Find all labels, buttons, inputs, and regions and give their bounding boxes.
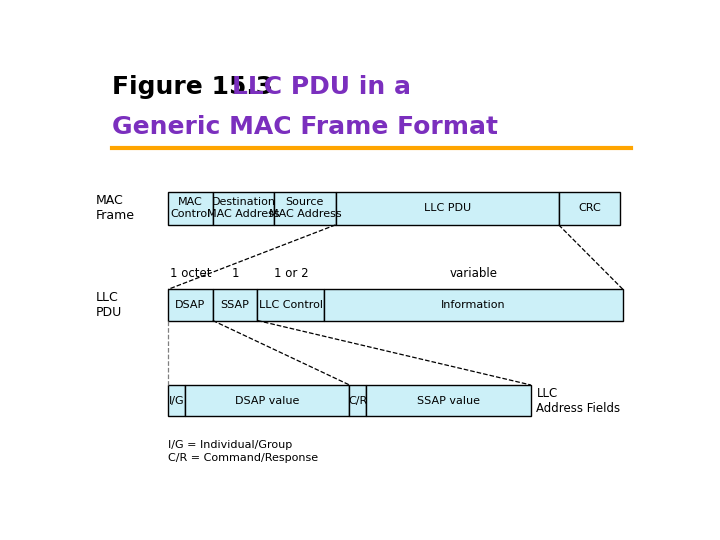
Bar xyxy=(324,289,623,321)
Text: 1: 1 xyxy=(231,267,239,280)
Text: Destination
MAC Address: Destination MAC Address xyxy=(207,198,280,219)
Text: 1 octet: 1 octet xyxy=(170,267,211,280)
Text: SSAP value: SSAP value xyxy=(417,396,480,406)
Text: MAC
Control: MAC Control xyxy=(171,198,210,219)
Text: Information: Information xyxy=(441,300,506,310)
Text: LLC
Address Fields: LLC Address Fields xyxy=(536,387,621,415)
Bar xyxy=(168,289,213,321)
Text: LLC
PDU: LLC PDU xyxy=(96,291,122,319)
Text: SSAP: SSAP xyxy=(220,300,250,310)
Text: 1 or 2: 1 or 2 xyxy=(274,267,308,280)
Bar xyxy=(336,192,559,225)
Text: I/G = Individual/Group: I/G = Individual/Group xyxy=(168,440,292,450)
Text: DSAP: DSAP xyxy=(175,300,206,310)
Bar xyxy=(213,192,274,225)
Text: LLC PDU: LLC PDU xyxy=(423,203,471,213)
Text: C/R: C/R xyxy=(348,396,367,406)
Bar xyxy=(168,385,185,416)
Bar xyxy=(366,385,531,416)
Bar xyxy=(258,289,324,321)
Bar xyxy=(349,385,366,416)
Text: LLC Control: LLC Control xyxy=(259,300,323,310)
Text: I/G: I/G xyxy=(168,396,184,406)
Text: variable: variable xyxy=(449,267,498,280)
Text: MAC
Frame: MAC Frame xyxy=(96,194,135,222)
Bar xyxy=(559,192,620,225)
Text: DSAP value: DSAP value xyxy=(235,396,300,406)
Bar xyxy=(185,385,349,416)
Bar xyxy=(274,192,336,225)
Text: C/R = Command/Response: C/R = Command/Response xyxy=(168,453,318,463)
Text: Figure 15.3: Figure 15.3 xyxy=(112,75,282,99)
Bar xyxy=(213,289,258,321)
Text: Source
MAC Address: Source MAC Address xyxy=(269,198,341,219)
Text: LLC PDU in a: LLC PDU in a xyxy=(233,75,411,99)
Bar xyxy=(168,192,213,225)
Text: CRC: CRC xyxy=(578,203,600,213)
Text: Generic MAC Frame Format: Generic MAC Frame Format xyxy=(112,114,498,139)
